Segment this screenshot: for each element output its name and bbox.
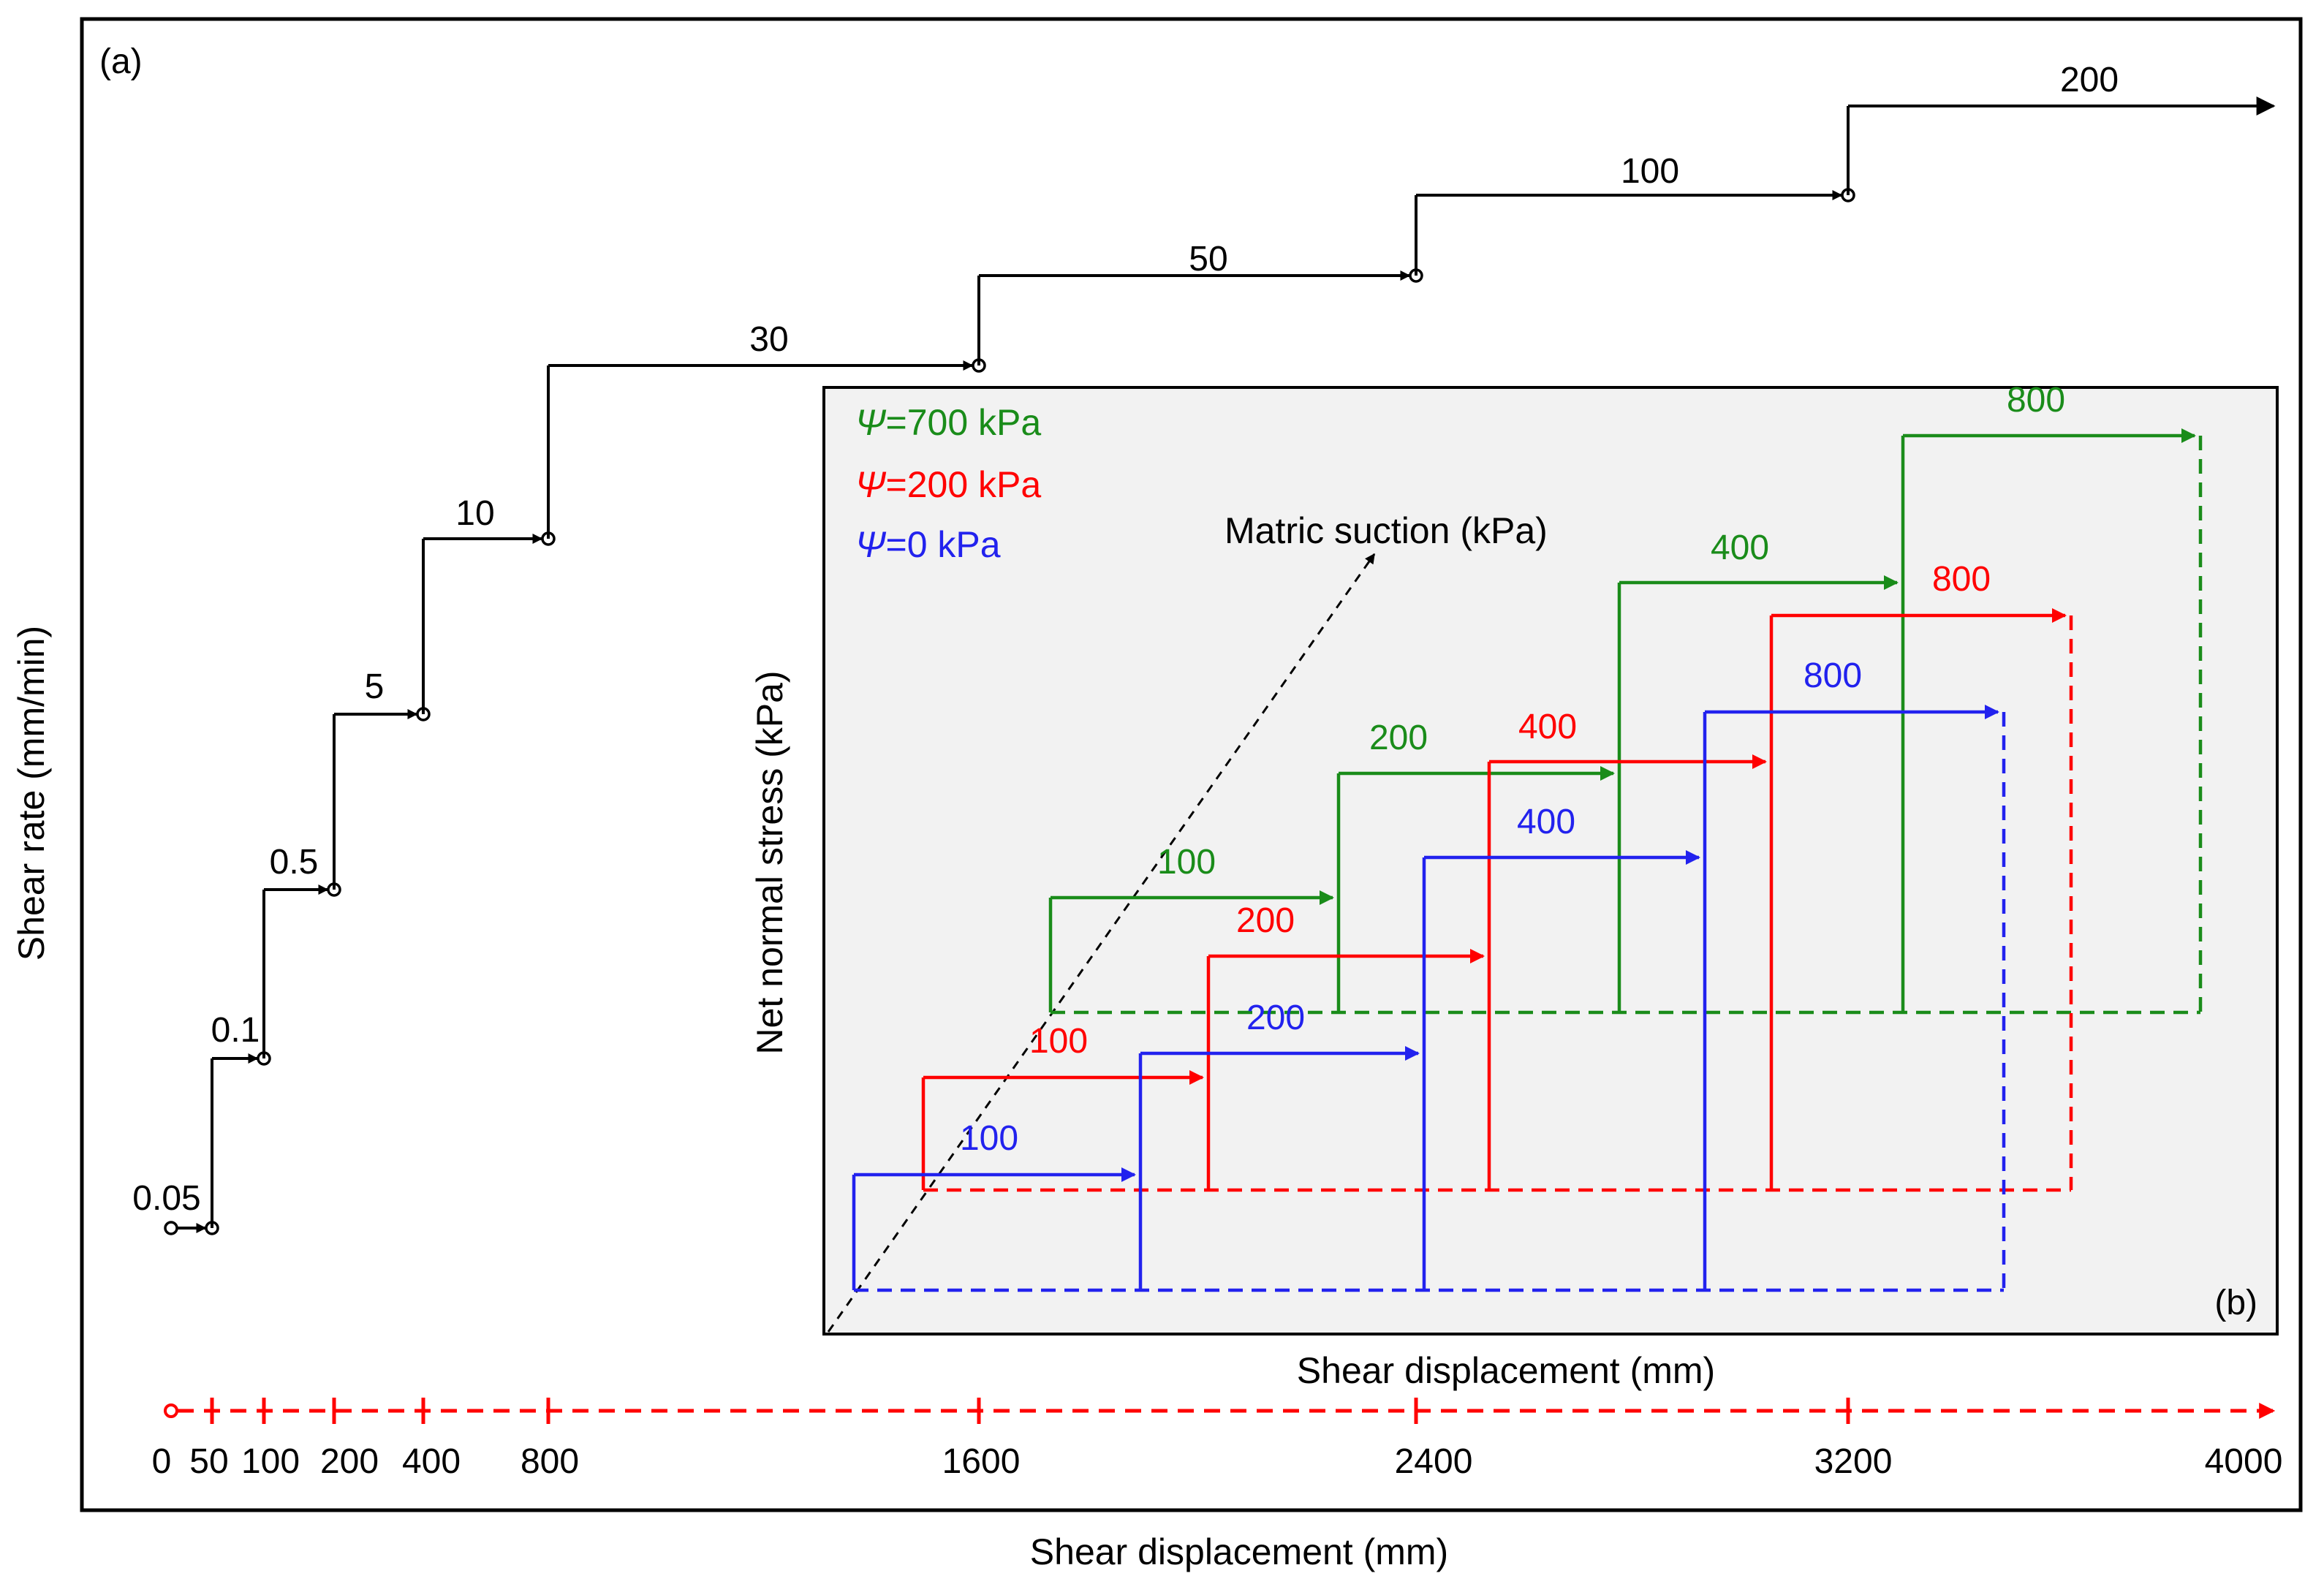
rate-label: 50: [1189, 240, 1227, 279]
panel-a-label: (a): [99, 42, 143, 81]
axis-tick-label: 400: [402, 1442, 461, 1481]
axis-tick-label: 4000: [2205, 1442, 2283, 1481]
stress-label: 400: [1518, 708, 1577, 746]
legend: Ψ=700 kPa Ψ=200 kPa Ψ=0 kPa: [855, 402, 1041, 565]
axis-tick-label: 1600: [942, 1442, 1021, 1481]
stress-label: 100: [1029, 1022, 1088, 1061]
rate-label: 0.5: [270, 843, 319, 882]
rate-label: 0.1: [211, 1011, 260, 1050]
axis-tick-label: 800: [521, 1442, 579, 1481]
legend-item-700: Ψ=700 kPa: [855, 402, 1041, 443]
axis-tick-label: 2400: [1395, 1442, 1473, 1481]
suction-axis-arrow: [827, 553, 1376, 1333]
stress-label: 400: [1711, 528, 1769, 567]
stress-label: 800: [1803, 656, 1862, 695]
stress-label: 200: [1369, 719, 1428, 757]
rate-label: 5: [365, 667, 385, 706]
legend-item-0: Ψ=0 kPa: [855, 524, 1001, 565]
axis-tick-label: 100: [241, 1442, 300, 1481]
rate-label: 10: [455, 494, 494, 533]
rate-label: 30: [749, 320, 788, 359]
axis-tick-label: 0: [152, 1442, 172, 1481]
inset-step-series: 100 200 400 800 100 200 400 800 100 200 400 800: [852, 381, 2203, 1292]
stress-label: 100: [960, 1119, 1018, 1158]
panel-a-frame: [80, 17, 2303, 1512]
panel-a-ylabel: Shear rate (mm/min): [11, 626, 52, 961]
axis-origin-marker: [164, 1403, 178, 1418]
suction-axis-label: Matric suction (kPa): [1225, 510, 1548, 551]
axis-tick-label: 3200: [1814, 1442, 1893, 1481]
panel-b-xlabel: Shear displacement (mm): [1297, 1350, 1715, 1391]
stress-label: 100: [1157, 843, 1216, 882]
stress-label: 400: [1517, 803, 1575, 841]
rate-label: 100: [1621, 152, 1679, 191]
stress-label: 200: [1246, 999, 1305, 1037]
legend-item-200: Ψ=200 kPa: [855, 464, 1041, 505]
panel-b-frame: [822, 386, 2279, 1336]
panel-a-xlabel: Shear displacement (mm): [1030, 1531, 1448, 1572]
stage-start-marker: [164, 1221, 178, 1235]
axis-tick-label: 200: [320, 1442, 379, 1481]
axis-tick-label: 50: [189, 1442, 228, 1481]
rate-label: 200: [2060, 61, 2119, 99]
displacement-axis: 0 50 100 200 400 800 1600 2400 3200 4000: [152, 1398, 2283, 1481]
stress-label: 800: [1932, 560, 1991, 599]
panel-b-ylabel: Net normal stress (kPa): [749, 670, 790, 1054]
rate-label: 0.05: [132, 1179, 200, 1218]
stress-label: 200: [1236, 901, 1295, 940]
shear-rate-staircase: 0.05 0.1 0.5 5 10 30 50 100 200: [132, 61, 2276, 1235]
stress-label: 800: [2007, 381, 2065, 420]
panel-b-label: (b): [2214, 1284, 2257, 1322]
